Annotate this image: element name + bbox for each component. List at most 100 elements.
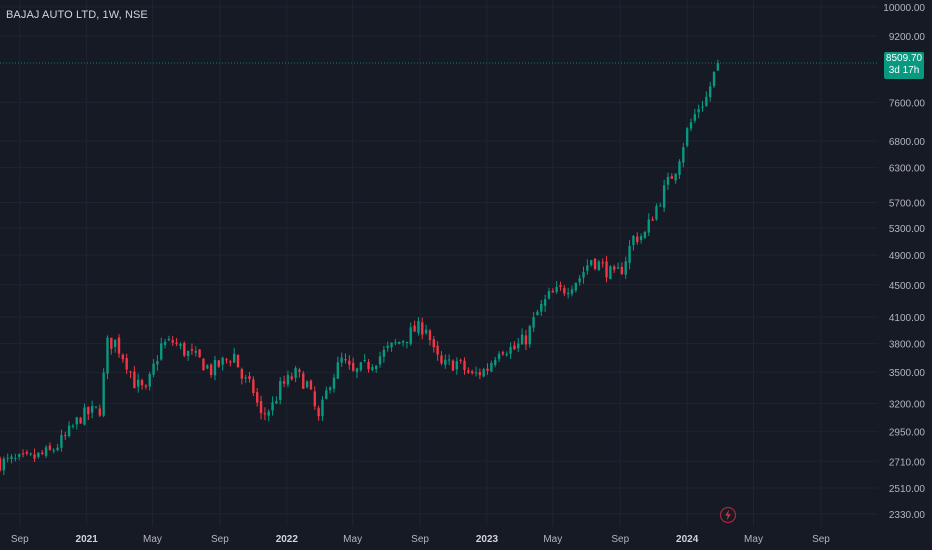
candle-body xyxy=(156,361,159,365)
candle-body xyxy=(6,457,9,459)
y-tick-label: 2710.00 xyxy=(889,457,926,468)
candle-body xyxy=(578,278,581,283)
candle-body xyxy=(643,231,647,238)
candle-body xyxy=(75,417,78,425)
candle-body xyxy=(513,345,516,350)
candle-body xyxy=(113,339,117,347)
candle-body xyxy=(302,373,305,389)
candle-body xyxy=(716,63,720,71)
candle-body xyxy=(336,362,340,379)
candle-body xyxy=(83,407,86,425)
candle-body xyxy=(540,303,543,312)
candle-body xyxy=(240,369,244,379)
candle-body xyxy=(636,236,639,243)
candle-body xyxy=(413,325,416,332)
candle-body xyxy=(171,340,174,343)
candle-body xyxy=(428,330,432,340)
y-tick-label: 2950.00 xyxy=(889,428,926,439)
candle-body xyxy=(474,372,478,374)
x-tick-label: 2022 xyxy=(276,534,299,545)
candle-body xyxy=(616,267,620,269)
y-tick-label: 3500.00 xyxy=(889,368,926,379)
candle-body xyxy=(455,361,459,370)
candle-body xyxy=(390,342,393,348)
candle-body xyxy=(267,411,270,416)
candle-body xyxy=(451,360,455,371)
candle-body xyxy=(79,417,82,424)
candle-body xyxy=(252,379,255,394)
candle-body xyxy=(282,381,286,384)
candle-body xyxy=(0,458,2,471)
y-tick-label: 7600.00 xyxy=(889,98,926,109)
candle-body xyxy=(202,358,205,371)
candle-body xyxy=(605,261,608,278)
y-tick-label: 4900.00 xyxy=(889,251,926,262)
candle-body xyxy=(582,272,585,278)
candle-body xyxy=(436,345,439,355)
y-tick-label: 10000.00 xyxy=(883,3,925,14)
candle-body xyxy=(117,337,121,354)
candle-body xyxy=(593,258,597,269)
candle-body xyxy=(467,370,470,373)
x-tick-label: May xyxy=(744,534,763,545)
candle-body xyxy=(613,266,616,270)
candle-body xyxy=(463,360,466,370)
candle-body xyxy=(10,456,13,459)
candle-body xyxy=(209,364,213,375)
y-tick-label: 3200.00 xyxy=(889,399,926,410)
candle-body xyxy=(674,173,677,181)
candle-body xyxy=(190,349,194,351)
candle-body xyxy=(56,447,59,451)
candle-body xyxy=(459,359,462,361)
candle-body xyxy=(697,109,700,113)
candle-body xyxy=(494,359,497,365)
candle-body xyxy=(167,338,171,341)
candle-body xyxy=(574,282,578,291)
candle-body xyxy=(48,445,52,450)
candle-body xyxy=(405,341,409,344)
candle-body xyxy=(256,392,259,403)
candle-body xyxy=(712,71,716,87)
candle-body xyxy=(570,289,574,294)
candle-body xyxy=(194,351,197,353)
candle-body xyxy=(685,128,689,146)
candle-body xyxy=(90,406,94,413)
candle-body xyxy=(490,363,493,372)
candle-body xyxy=(14,457,17,459)
x-tick-label: May xyxy=(143,534,162,545)
candle-body xyxy=(332,377,336,389)
candle-body xyxy=(701,106,704,108)
candle-body xyxy=(478,372,482,376)
y-tick-label: 5300.00 xyxy=(889,224,926,235)
candle-body xyxy=(708,86,712,98)
candle-body xyxy=(206,365,209,369)
candle-body xyxy=(64,434,67,436)
candle-body xyxy=(298,369,301,372)
candle-body xyxy=(520,334,524,345)
candle-body xyxy=(217,360,221,367)
candle-body xyxy=(125,358,128,370)
candle-body xyxy=(566,292,570,294)
candle-body xyxy=(447,359,451,361)
candle-body xyxy=(559,285,562,287)
lightning-bolt-icon[interactable] xyxy=(719,506,737,524)
candle-body xyxy=(375,365,378,370)
candle-body xyxy=(432,339,435,348)
candle-body xyxy=(94,406,98,408)
candle-body xyxy=(589,260,593,265)
candle-body xyxy=(417,321,420,333)
candle-body xyxy=(655,206,658,220)
candle-body xyxy=(309,380,313,390)
candle-body xyxy=(221,357,224,365)
candle-body xyxy=(401,341,405,343)
candle-body xyxy=(271,402,274,411)
candle-body xyxy=(670,176,673,179)
last-price-badge: 8509.70 3d 17h xyxy=(884,52,924,79)
candle-body xyxy=(647,219,650,233)
candle-body xyxy=(486,368,489,371)
candle-body xyxy=(551,290,554,293)
x-tick-label: 2023 xyxy=(476,534,499,545)
candle-body xyxy=(409,327,412,344)
